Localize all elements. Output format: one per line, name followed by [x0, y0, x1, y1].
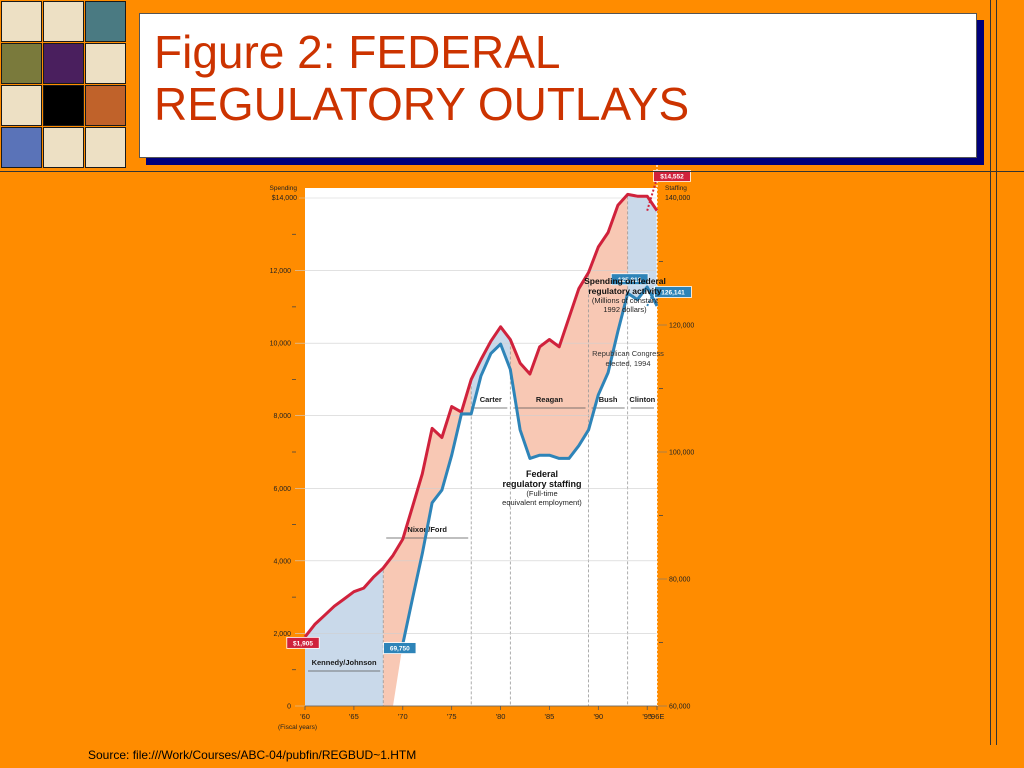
staffing-callout-mid-box	[610, 273, 649, 286]
administration-shade-1	[305, 568, 384, 706]
x-tick-label-5: '85	[545, 712, 555, 721]
right-tick-label-0: 60,000	[669, 704, 691, 711]
x-tick-label-6: '90	[593, 712, 603, 721]
x-tick-label-8: '96E	[650, 712, 665, 721]
spending-callout-end-label: $14,552	[660, 174, 684, 181]
slide-decoration	[0, 0, 129, 171]
title-box: Figure 2: FEDERAL REGULATORY OUTLAYS	[139, 13, 977, 158]
decor-square	[85, 85, 126, 126]
spending-callout-start-label: $1,905	[293, 640, 313, 647]
spending-series-label-2: regulatory activity	[588, 286, 661, 296]
left-tick-label-1: 2,000	[273, 631, 291, 638]
left-tick-label-4: 8,000	[273, 413, 291, 420]
staffing-callout-end-label: 126,141	[661, 290, 685, 297]
spending-line	[303, 192, 659, 638]
spending-callout-start-box	[286, 636, 320, 649]
administration-label-3: Carter	[480, 395, 502, 404]
x-tick-label-7: '95	[642, 712, 652, 721]
spending-series-sub-2: 1992 dollars)	[603, 305, 647, 314]
administration-label-1: Kennedy/Johnson	[312, 658, 377, 667]
staffing-line	[401, 285, 659, 645]
staffing-series-sub-2: equivalent employment)	[502, 498, 582, 507]
left-tick-label-5: 10,000	[270, 341, 292, 348]
x-axis-sublabel: (Fiscal years)	[278, 724, 317, 731]
staffing-callout-mid-label: 125,818	[618, 277, 642, 284]
left-axis-top-label: $14,000	[272, 195, 297, 202]
decor-line	[990, 0, 991, 745]
administration-label-5: Bush	[599, 395, 618, 404]
annotation-line-1: Republican Congress	[592, 349, 664, 358]
decor-square	[43, 85, 84, 126]
decor-square	[1, 85, 42, 126]
decor-square	[85, 43, 126, 84]
right-tick-label-3: 120,000	[669, 323, 694, 330]
left-axis-title: Spending	[270, 185, 298, 192]
left-tick-label-2: 4,000	[273, 558, 291, 565]
spending-callout-end-box	[653, 170, 691, 182]
staffing-callout-start-box	[383, 642, 417, 654]
staffing-callout-start-label: 69,750	[390, 646, 410, 653]
right-axis-top-label: 140,000	[665, 195, 690, 202]
administration-label-4: Reagan	[536, 395, 564, 404]
x-tick-label-1: '65	[349, 712, 359, 721]
right-axis-title: Staffing	[665, 185, 687, 192]
left-tick-label-6: 12,000	[270, 268, 292, 275]
decor-square	[43, 127, 84, 168]
staffing-callout-end-box	[654, 286, 692, 298]
title-line-2: REGULATORY OUTLAYS	[154, 78, 690, 130]
decor-square	[85, 127, 126, 168]
spending-projection	[646, 177, 658, 211]
staffing-series-label-1: Federal	[526, 469, 558, 479]
spending-series-sub-1: (Millions of constant	[592, 296, 659, 305]
decor-line	[996, 0, 997, 745]
x-tick-label-2: '70	[398, 712, 408, 721]
left-tick-label-0: 0	[287, 704, 291, 711]
spending-series-label-1: Spending on federal	[584, 276, 666, 286]
right-tick-label-1: 80,000	[669, 577, 691, 584]
source-note: Source: file:///Work/Courses/ABC-04/pubf…	[88, 748, 417, 762]
slide-title: Figure 2: FEDERAL REGULATORY OUTLAYS	[154, 26, 689, 130]
right-tick-label-2: 100,000	[669, 450, 694, 457]
decor-square	[85, 1, 126, 42]
decor-square	[1, 127, 42, 168]
decor-square	[43, 1, 84, 42]
staffing-series-label-2: regulatory staffing	[502, 479, 581, 489]
administration-shade-5	[588, 194, 628, 430]
decor-square	[1, 1, 42, 42]
decor-square	[1, 43, 42, 84]
decor-line	[0, 171, 1024, 172]
annotation-line-2: elected, 1994	[605, 359, 650, 368]
administration-label-6: Clinton	[629, 395, 655, 404]
staffing-series-sub-1: (Full-time	[526, 489, 557, 498]
x-tick-label-0: '60	[300, 712, 310, 721]
left-tick-label-3: 6,000	[273, 486, 291, 493]
title-line-1: Figure 2: FEDERAL	[154, 26, 561, 78]
x-tick-label-3: '75	[447, 712, 457, 721]
decor-square	[43, 43, 84, 84]
x-tick-label-4: '80	[496, 712, 506, 721]
